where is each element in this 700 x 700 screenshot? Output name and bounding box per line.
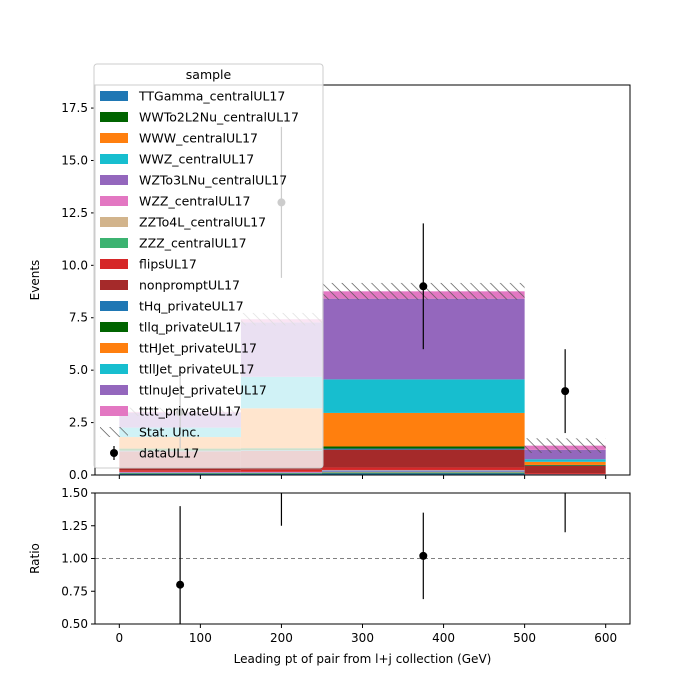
legend-swatch — [100, 259, 128, 269]
legend-label: tttt_privateUL17 — [139, 404, 241, 419]
legend-data-marker — [110, 449, 118, 457]
ratio-y-tick-label: 1.25 — [61, 519, 88, 533]
x-tick-label: 0 — [115, 631, 123, 645]
x-tick-label: 500 — [513, 631, 536, 645]
bar-segment — [524, 459, 606, 462]
bar-segment — [240, 469, 322, 472]
bar-segment — [321, 473, 525, 475]
legend-swatch — [100, 385, 128, 395]
legend-swatch — [100, 322, 128, 332]
bar-segment — [321, 448, 525, 450]
legend: sample TTGamma_centralUL17 WWTo2L2Nu_centr… — [93, 63, 324, 469]
y-tick-label: 15.0 — [61, 153, 88, 167]
ratio-point — [419, 551, 428, 560]
legend-label: flipsUL17 — [139, 257, 197, 272]
legend-swatch — [100, 301, 128, 311]
ratio-y-axis-label: Ratio — [28, 543, 42, 574]
legend-box — [93, 63, 324, 469]
data-point — [419, 282, 428, 291]
legend-label: ttHJet_privateUL17 — [139, 341, 257, 356]
legend-label: WWZ_centralUL17 — [139, 152, 254, 167]
bar-segment — [321, 449, 525, 468]
bar-segment — [119, 470, 241, 472]
legend-swatch — [100, 112, 128, 122]
stat-unc-band — [524, 438, 606, 453]
x-tick-label: 200 — [270, 631, 293, 645]
legend-label: nonpromptUL17 — [139, 278, 240, 293]
bar-segment — [321, 470, 525, 472]
x-tick-label: 400 — [432, 631, 455, 645]
legend-label: WZZ_centralUL17 — [139, 194, 250, 209]
legend-swatch — [100, 280, 128, 290]
x-axis-label: Leading pt of pair from l+j collection (… — [234, 652, 492, 666]
legend-label: ttllJet_privateUL17 — [139, 362, 255, 377]
ratio-y-tick-label: 1.00 — [61, 552, 88, 566]
legend-label: tllq_privateUL17 — [139, 320, 241, 335]
legend-swatch — [100, 238, 128, 248]
y-tick-label: 12.5 — [61, 206, 88, 220]
ratio-content — [95, 493, 630, 624]
bar-segment — [524, 461, 606, 465]
legend-title: sample — [186, 67, 232, 82]
data-point — [561, 387, 570, 396]
ratio-plot: 0.50 0.75 1.00 1.25 1.50 0 100 200 300 400 500 600 R… — [28, 486, 631, 666]
ratio-y-tick-label: 0.50 — [61, 617, 88, 631]
legend-swatch-stat-unc — [100, 427, 128, 437]
y-tick-label: 5.0 — [69, 363, 88, 377]
legend-swatch — [100, 217, 128, 227]
bar-segment — [524, 473, 606, 475]
y-axis-label: Events — [28, 260, 42, 301]
legend-label: ZZZ_centralUL17 — [139, 236, 247, 251]
legend-label: tHq_privateUL17 — [139, 299, 244, 314]
legend-swatch — [100, 133, 128, 143]
bar-segment — [321, 379, 525, 413]
legend-label: WWW_centralUL17 — [139, 131, 258, 146]
bar-segment — [524, 465, 606, 474]
bar-segment — [321, 467, 525, 470]
legend-label: ttlnuJet_privateUL17 — [139, 383, 267, 398]
legend-label: WWTo2L2Nu_centralUL17 — [139, 110, 299, 125]
legend-swatch — [100, 364, 128, 374]
ratio-y-tick-label: 1.50 — [61, 486, 88, 500]
ratio-point — [176, 580, 185, 589]
bar-segment — [524, 449, 606, 460]
bar-segment — [240, 472, 322, 473]
legend-label: WZTo3LNu_centralUL17 — [139, 173, 287, 188]
legend-label: Stat. Unc. — [139, 425, 200, 440]
bar-segment — [321, 412, 525, 447]
legend-swatch — [100, 91, 128, 101]
legend-label: dataUL17 — [139, 446, 199, 461]
legend-swatch — [100, 196, 128, 206]
legend-swatch — [100, 406, 128, 416]
x-tick-label: 600 — [594, 631, 617, 645]
y-tick-label: 0.0 — [69, 468, 88, 482]
y-tick-label: 2.5 — [69, 416, 88, 430]
x-tick-label: 300 — [351, 631, 374, 645]
legend-swatch — [100, 154, 128, 164]
bar-segment — [321, 472, 525, 474]
bar-segment — [119, 472, 241, 473]
y-tick-label: 17.5 — [61, 101, 88, 115]
x-tick-label: 100 — [189, 631, 212, 645]
legend-swatch — [100, 343, 128, 353]
bar-segment — [321, 446, 525, 449]
y-tick-label: 7.5 — [69, 311, 88, 325]
bar-segment — [321, 471, 525, 473]
y-tick-label: 10.0 — [61, 258, 88, 272]
bar-segment — [119, 473, 241, 475]
bar-segment — [524, 464, 606, 466]
legend-swatch — [100, 175, 128, 185]
legend-label: ZZTo4L_centralUL17 — [139, 215, 266, 230]
ratio-y-tick-label: 0.75 — [61, 584, 88, 598]
legend-label: TTGamma_centralUL17 — [138, 89, 285, 104]
bar-segment — [240, 473, 322, 475]
